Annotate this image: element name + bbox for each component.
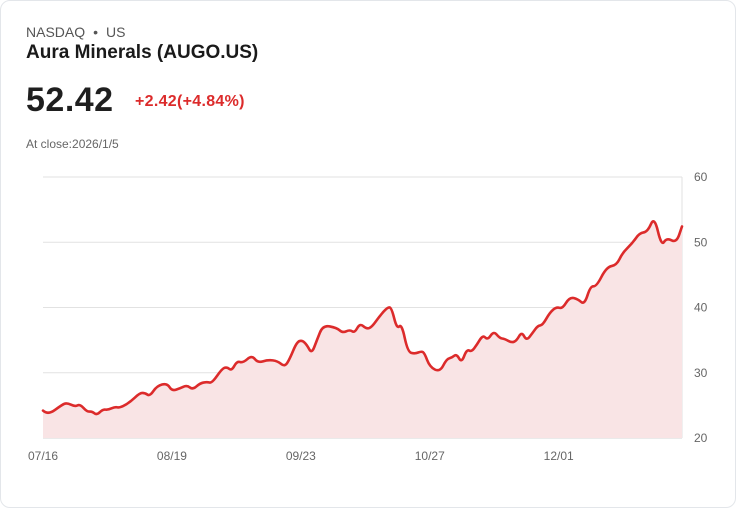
separator-dot: • — [93, 24, 99, 40]
y-tick-label: 50 — [694, 235, 708, 249]
close-date: At close:2026/1/5 — [26, 137, 119, 151]
y-tick-label: 40 — [694, 301, 708, 315]
y-tick-label: 30 — [694, 366, 708, 380]
x-tick-label: 12/01 — [544, 449, 574, 463]
exchange: NASDAQ — [26, 24, 86, 40]
exchange-line: NASDAQ • US — [26, 24, 125, 40]
y-tick-label: 20 — [694, 431, 708, 445]
x-tick-label: 09/23 — [286, 449, 316, 463]
stock-title: Aura Minerals (AUGO.US) — [26, 42, 259, 63]
region: US — [106, 24, 126, 40]
price-change: +2.42(+4.84%) — [135, 93, 245, 110]
x-tick-label: 07/16 — [28, 449, 58, 463]
current-price: 52.42 — [26, 81, 114, 119]
y-tick-label: 60 — [694, 170, 708, 184]
x-tick-label: 10/27 — [415, 449, 445, 463]
x-tick-label: 08/19 — [157, 449, 187, 463]
price-line — [41, 220, 684, 416]
price-area-fill — [43, 221, 682, 438]
